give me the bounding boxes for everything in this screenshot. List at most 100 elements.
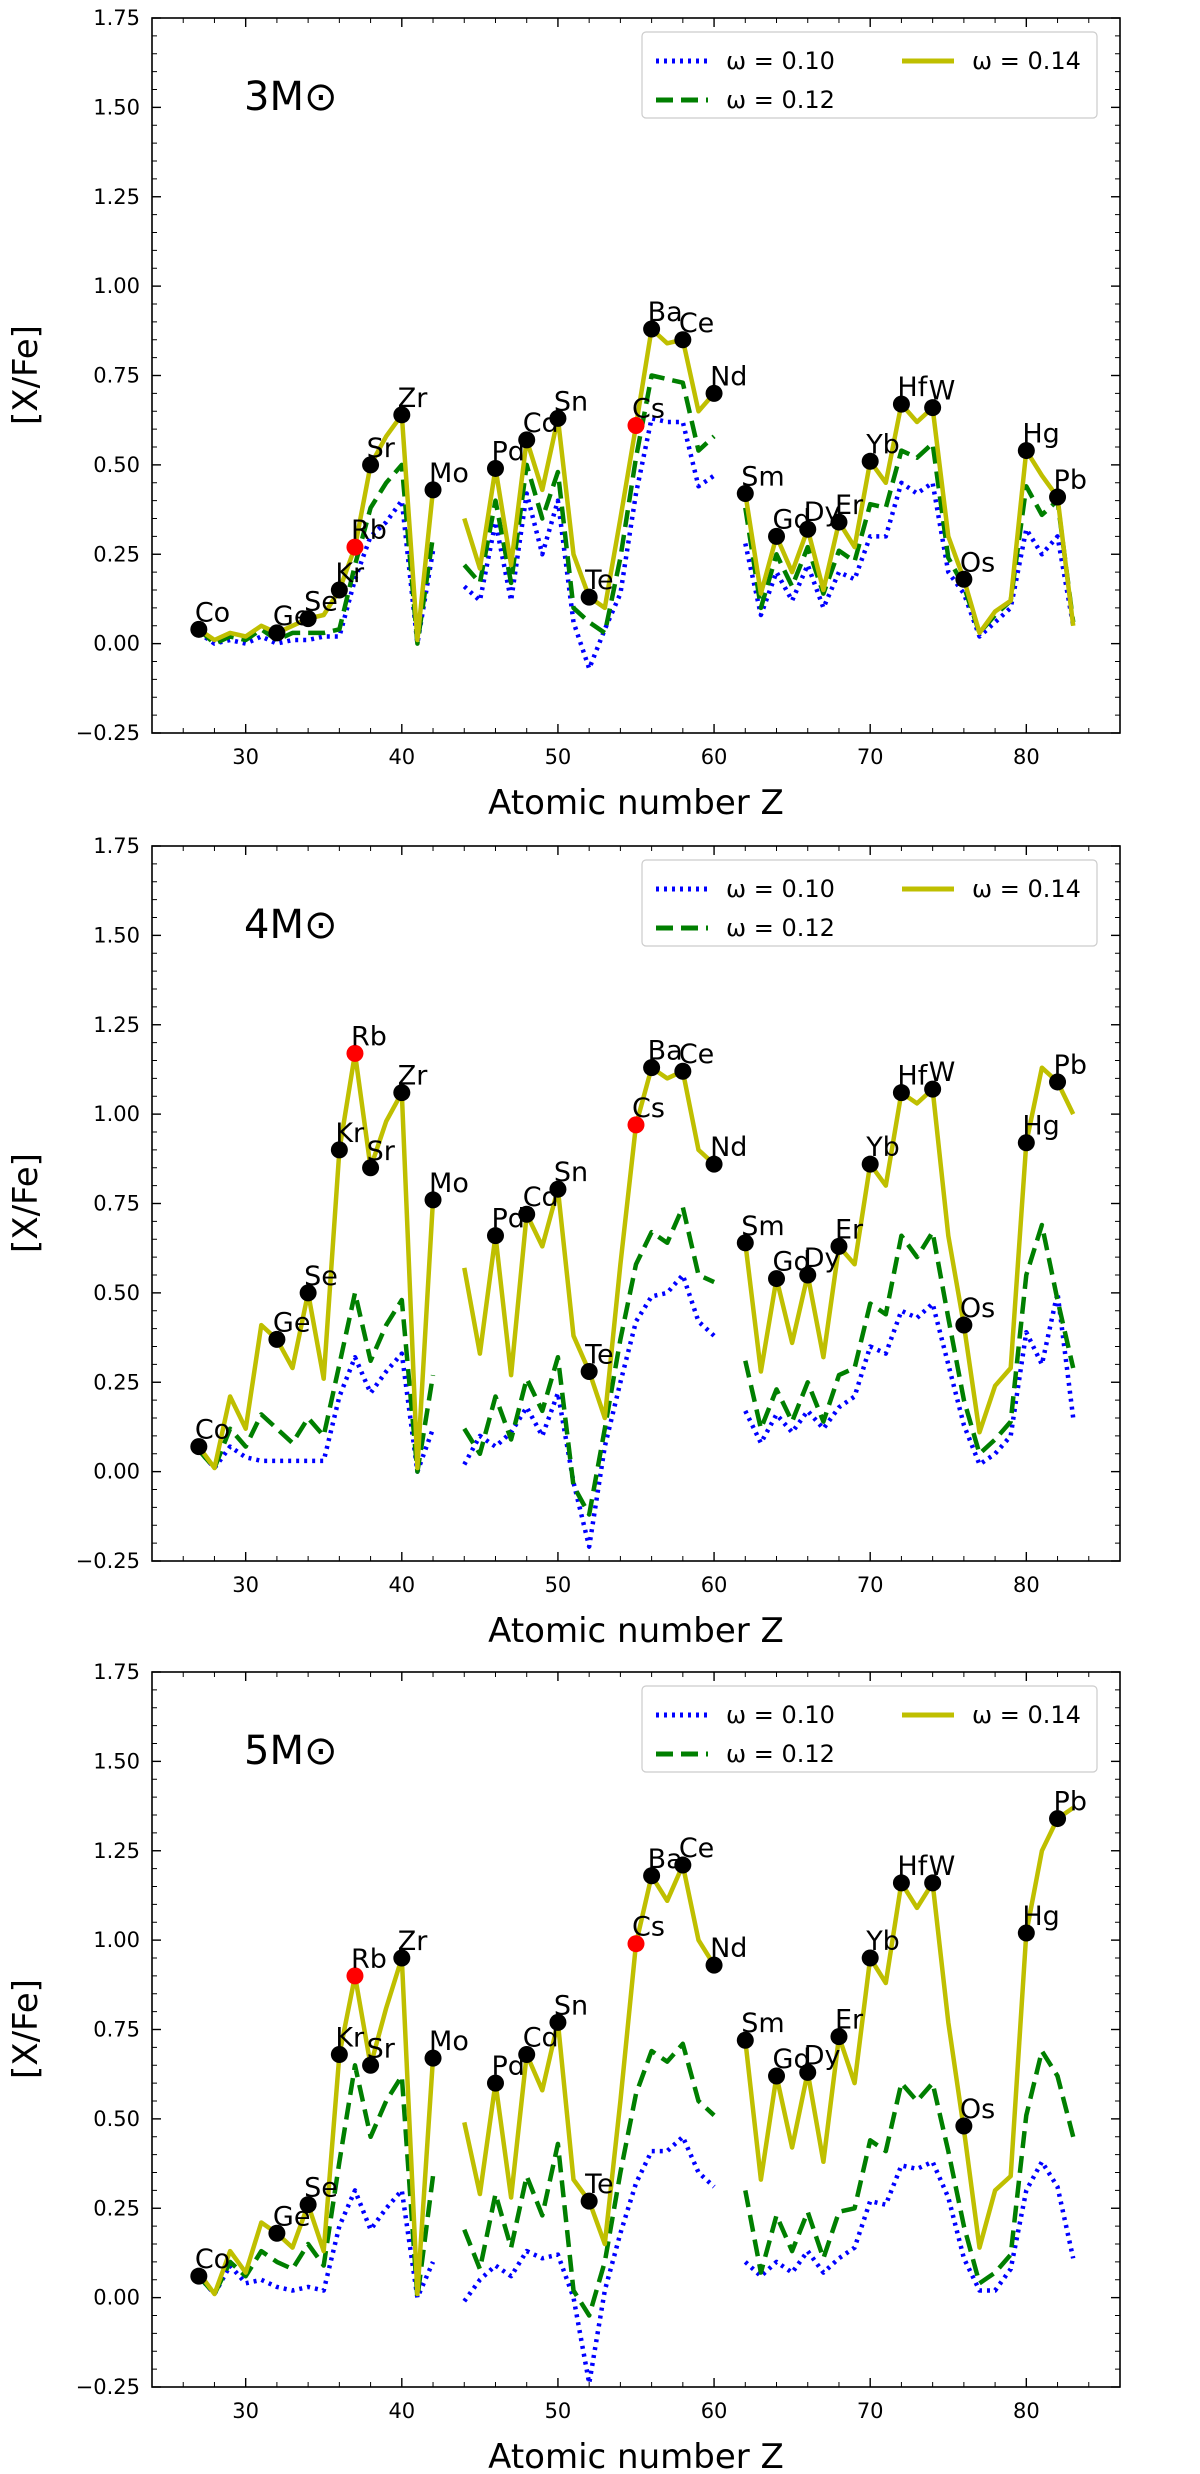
point-label-rb: Rb	[351, 515, 387, 546]
point-pd	[486, 459, 504, 477]
point-label-w: W	[929, 376, 956, 407]
point-nd	[705, 1956, 723, 1974]
legend-label-w010: ω = 0.10	[726, 47, 835, 75]
point-w	[924, 1874, 942, 1892]
x-tick-label: 80	[1013, 2399, 1040, 2423]
point-label-hf: Hf	[897, 1061, 928, 1092]
point-label-pb: Pb	[1054, 1787, 1087, 1818]
point-sr	[362, 2056, 380, 2074]
point-label-pd: Pd	[491, 1204, 524, 1235]
point-label-co: Co	[195, 597, 230, 628]
x-tick-label: 40	[388, 1573, 415, 1597]
y-tick-label: 1.50	[93, 95, 140, 119]
point-label-yb: Yb	[865, 429, 900, 460]
point-label-nd: Nd	[710, 1132, 747, 1163]
point-label-er: Er	[835, 1214, 864, 1245]
series-lines	[196, 1805, 1076, 2386]
series-line-w012	[197, 373, 1076, 646]
point-ge	[268, 624, 286, 642]
point-label-kr: Kr	[335, 1118, 365, 1149]
x-tick-label: 40	[388, 2399, 415, 2423]
point-dy	[799, 520, 817, 538]
legend-label-w014: ω = 0.14	[972, 875, 1081, 903]
point-label-te: Te	[584, 2169, 614, 2200]
point-hf	[892, 1084, 910, 1102]
point-label-pb: Pb	[1054, 1050, 1087, 1081]
y-tick-label: 0.75	[93, 364, 140, 388]
y-tick-label: 0.50	[93, 1281, 140, 1305]
point-te	[580, 2192, 598, 2210]
panel-3msun: 30 40 50 60 70 80 −0.25 0.00 0.25 0.50 0.75 1.00 1.2…	[6, 6, 1121, 823]
element-points: CoGeSeKrRbSrZrMoPdCdSnTeCsBaCeNdSmGdDyEr…	[190, 1021, 1087, 1456]
point-label-yb: Yb	[865, 1926, 900, 1957]
x-tick-label: 40	[388, 745, 415, 769]
series-line-w010	[197, 1272, 1076, 1549]
panel-mass-label: 5M⊙	[244, 1728, 337, 1774]
point-label-sm: Sm	[741, 2008, 784, 2039]
point-label-hg: Hg	[1022, 1901, 1059, 1932]
x-tick-label: 50	[545, 745, 572, 769]
panel-4msun: 30 40 50 60 70 80 −0.25 0.00 0.25 0.50 0.75 1.00 1.2…	[6, 834, 1121, 1651]
point-er	[830, 1237, 848, 1255]
point-ce	[674, 1062, 692, 1080]
point-ba	[643, 320, 661, 338]
point-yb	[861, 452, 879, 470]
point-os	[955, 570, 973, 588]
x-tick-label: 30	[232, 745, 259, 769]
point-label-pb: Pb	[1054, 465, 1087, 496]
point-cd	[518, 431, 536, 449]
series-line-w012	[197, 2041, 1076, 2318]
point-sm	[736, 2031, 754, 2049]
x-tick-label: 70	[857, 745, 884, 769]
point-co	[190, 1438, 208, 1456]
point-yb	[861, 1949, 879, 1967]
y-tick-label: 1.25	[93, 1013, 140, 1037]
y-tick-label: 0.50	[93, 2107, 140, 2131]
point-w	[924, 399, 942, 417]
point-gd	[768, 527, 786, 545]
point-kr	[330, 581, 348, 599]
point-label-nd: Nd	[710, 361, 747, 392]
point-sr	[362, 456, 380, 474]
point-co	[190, 620, 208, 638]
y-tick-label: 1.75	[93, 834, 140, 858]
point-te	[580, 1363, 598, 1381]
point-label-ge: Ge	[273, 1307, 311, 1338]
x-tick-label: 60	[701, 1573, 728, 1597]
y-tick-label: 1.25	[93, 1839, 140, 1863]
point-label-cs: Cs	[632, 1912, 665, 1943]
y-tick-label: 1.00	[93, 1928, 140, 1952]
point-kr	[330, 1141, 348, 1159]
point-label-ba: Ba	[648, 1036, 683, 1067]
point-label-sr: Sr	[367, 433, 396, 464]
panel-mass-label: 4M⊙	[244, 902, 337, 948]
axis-ticks: 30 40 50 60 70 80 −0.25 0.00 0.25 0.50 0.75 1.00 1.2…	[76, 6, 1121, 769]
point-ce	[674, 331, 692, 349]
x-tick-label: 30	[232, 2399, 259, 2423]
y-tick-label: 0.50	[93, 453, 140, 477]
point-label-co: Co	[195, 2244, 230, 2275]
point-w	[924, 1080, 942, 1098]
x-axis-label: Atomic number Z	[488, 2437, 784, 2474]
point-label-zr: Zr	[398, 383, 428, 414]
point-label-zr: Zr	[398, 1926, 428, 1957]
point-ce	[674, 1856, 692, 1874]
point-rb	[346, 1044, 364, 1062]
point-sn	[549, 409, 567, 427]
point-er	[830, 513, 848, 531]
x-tick-label: 70	[857, 2399, 884, 2423]
legend-label-w014: ω = 0.14	[972, 47, 1081, 75]
point-label-os: Os	[960, 547, 995, 578]
point-label-w: W	[929, 1057, 956, 1088]
point-kr	[330, 2046, 348, 2064]
point-os	[955, 2117, 973, 2135]
y-tick-label: −0.25	[76, 721, 140, 745]
point-rb	[346, 538, 364, 556]
y-tick-label: 0.00	[93, 2286, 140, 2310]
legend-label-w014: ω = 0.14	[972, 1701, 1081, 1729]
plot-frame	[151, 1671, 1121, 2388]
point-cs	[627, 417, 645, 435]
point-nd	[705, 384, 723, 402]
point-dy	[799, 2063, 817, 2081]
point-label-cs: Cs	[632, 394, 665, 425]
